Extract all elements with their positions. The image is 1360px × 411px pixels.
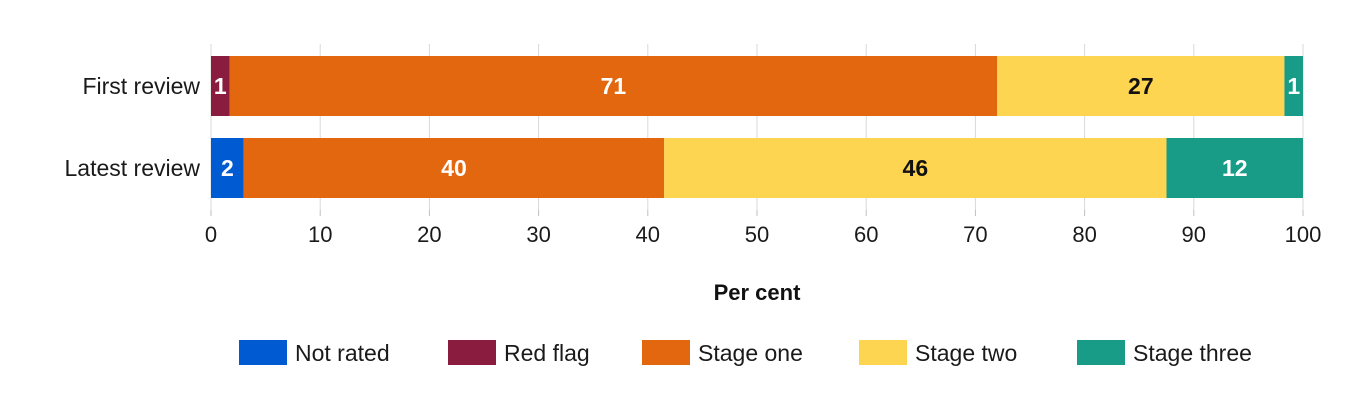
x-tick-label-70: 70 (963, 222, 987, 247)
bars: 1 71 27 12 40 46 12 (211, 56, 1303, 198)
x-tick-label-0: 0 (205, 222, 217, 247)
legend-swatch-red-flag (448, 340, 496, 365)
legend: Not rated Red flag Stage one Stage two Stage… (239, 340, 1252, 366)
x-tick-label-40: 40 (636, 222, 660, 247)
bar-segment-latest-review-stage-one (243, 138, 665, 198)
data-label-latest-review-stage-one: 40 (441, 155, 467, 181)
legend-label-stage-one: Stage one (698, 340, 803, 366)
legend-swatch-stage-three (1077, 340, 1125, 365)
x-tick-label-30: 30 (526, 222, 550, 247)
x-tick-label-20: 20 (417, 222, 441, 247)
bar-segment-first-review-stage-one (229, 56, 998, 116)
legend-swatch-stage-one (642, 340, 690, 365)
bar-segment-latest-review-stage-three (1166, 138, 1303, 198)
x-tick-label-10: 10 (308, 222, 332, 247)
x-tick-label-100: 100 (1285, 222, 1322, 247)
legend-swatch-not-rated (239, 340, 287, 365)
bar-segment-latest-review-stage-two (664, 138, 1167, 198)
x-axis-title: Per cent (714, 280, 801, 305)
category-label-latest-review: Latest review (64, 155, 200, 181)
data-label-latest-review-not-rated: 2 (221, 155, 234, 181)
bar-segment-latest-review-not-rated (211, 138, 244, 198)
bar-segment-first-review-red-flag (211, 56, 230, 116)
data-label-first-review-stage-one: 71 (601, 73, 627, 99)
data-label-first-review-stage-two: 27 (1128, 73, 1154, 99)
bar-segment-first-review-stage-two (997, 56, 1285, 116)
data-label-latest-review-stage-two: 46 (903, 155, 929, 181)
legend-swatch-stage-two (859, 340, 907, 365)
legend-label-not-rated: Not rated (295, 340, 390, 366)
x-tick-label-50: 50 (745, 222, 769, 247)
data-label-first-review-red-flag: 1 (214, 73, 227, 99)
x-tick-label-90: 90 (1182, 222, 1206, 247)
data-label-first-review-stage-three: 1 (1287, 73, 1300, 99)
data-label-latest-review-stage-three: 12 (1222, 155, 1248, 181)
bar-segment-first-review-stage-three (1284, 56, 1303, 116)
legend-label-red-flag: Red flag (504, 340, 590, 366)
category-label-first-review: First review (82, 73, 200, 99)
legend-label-stage-two: Stage two (915, 340, 1017, 366)
x-axis: 0 10 20 30 40 50 60 70 80 90 100 First review Latest… (64, 73, 1321, 247)
x-tick-label-80: 80 (1072, 222, 1096, 247)
legend-label-stage-three: Stage three (1133, 340, 1252, 366)
x-tick-label-60: 60 (854, 222, 878, 247)
